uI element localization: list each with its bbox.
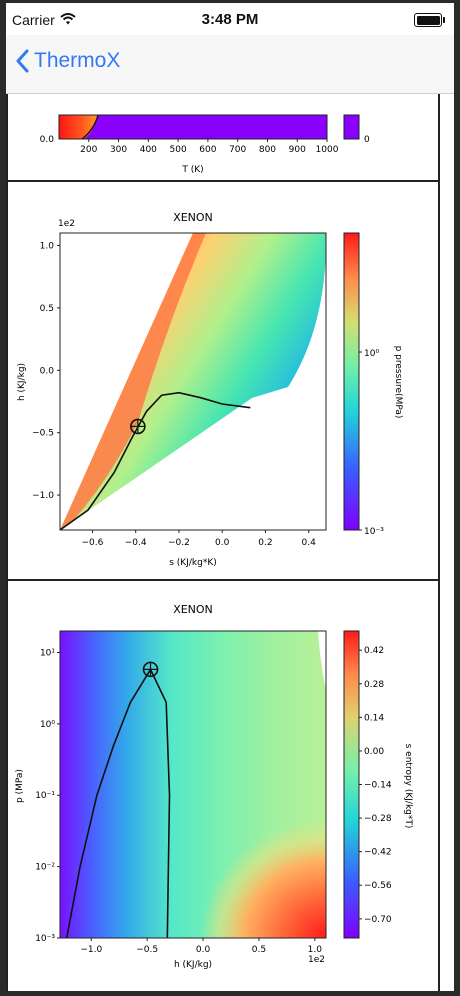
- temperature-plot-panel: 0.0 200 300 400 500 600 700 800 900 1000 T (K) 0: [6, 94, 440, 182]
- navigation-bar: ThermoX: [6, 35, 454, 94]
- x-tick-label: 400: [140, 145, 157, 155]
- temperature-plot-area: [59, 115, 327, 139]
- x-axis-label: s (KJ/kg*K): [169, 558, 217, 568]
- x-tick-label: 1.0: [308, 945, 323, 955]
- wifi-icon: [60, 12, 76, 30]
- x-tick-label: −0.4: [125, 538, 147, 548]
- x-axis-label: h (KJ/kg): [174, 960, 212, 970]
- ph-plot-area: [59, 630, 327, 939]
- x-tick-label: 800: [259, 145, 276, 155]
- x-axis-ticks: −0.6 −0.4 −0.2 0.0 0.2 0.4: [82, 530, 317, 548]
- y-tick-label: 0.0: [40, 366, 55, 376]
- chart-title: XENON: [173, 211, 213, 224]
- chart-title: XENON: [173, 603, 213, 616]
- x-tick-label: 300: [110, 145, 127, 155]
- hs-liquid-region: [60, 233, 206, 530]
- divider: [6, 180, 436, 182]
- y-tick-label: 10⁻¹: [35, 791, 55, 801]
- divider: [6, 579, 436, 581]
- colorbar-label: p pressure(MPa): [393, 346, 403, 419]
- colorbar-tick-label: 0.42: [364, 646, 384, 656]
- colorbar-tick-label: −0.14: [364, 781, 392, 791]
- y-tick-label: 1.0: [40, 241, 55, 251]
- x-tick-label: −1.0: [80, 945, 102, 955]
- x-tick-label: 0.0: [215, 538, 230, 548]
- x-tick-label: 0.0: [196, 945, 211, 955]
- scroll-content[interactable]: 0.0 200 300 400 500 600 700 800 900 1000 T (K) 0: [6, 94, 454, 991]
- y-axis-ticks: 1.0 0.5 0.0 −0.5 −1.0: [32, 241, 60, 501]
- y-tick-label: −0.5: [32, 429, 54, 439]
- colorbar-tick-label: −0.56: [364, 881, 392, 891]
- y-tick-label: 0.0: [40, 135, 55, 145]
- phone-screen: Carrier 3:48 PM ThermoX: [6, 3, 454, 991]
- x-tick-label: −0.2: [168, 538, 190, 548]
- y-tick-label: 10⁰: [40, 720, 55, 730]
- x-axis-ticks: −1.0 −0.5 0.0 0.5 1.0: [80, 938, 322, 955]
- y-tick-label: −1.0: [32, 491, 54, 501]
- x-offset-label: 1e2: [308, 955, 325, 965]
- colorbar-tick-label: 0: [364, 135, 370, 145]
- x-tick-label: −0.6: [82, 538, 104, 548]
- colorbar-tick-label: −0.42: [364, 848, 392, 858]
- y-axis-ticks: 10¹ 10⁰ 10⁻¹ 10⁻² 10⁻³: [35, 648, 60, 944]
- y-tick-label: 10⁻³: [35, 934, 55, 944]
- colorbar: [343, 114, 360, 140]
- back-button-label: ThermoX: [34, 49, 121, 72]
- colorbar-tick-label: 10⁻³: [364, 527, 384, 537]
- colorbar-ticks: 0.42 0.28 0.14 0.00 −0.14 −0.28 −0.42 −0.56 −0.7…: [359, 646, 392, 925]
- ph-supercritical-edge: [318, 631, 326, 691]
- status-bar: Carrier 3:48 PM: [6, 3, 454, 35]
- clock: 3:48 PM: [201, 11, 259, 28]
- ph-hot-region: [158, 781, 326, 938]
- back-button[interactable]: ThermoX: [16, 49, 120, 73]
- x-tick-label: 500: [170, 145, 187, 155]
- x-tick-label: 0.2: [258, 538, 272, 548]
- x-tick-label: 0.4: [302, 538, 317, 548]
- y-axis-label: p (MPa): [15, 769, 25, 803]
- chevron-left-icon: [16, 49, 29, 73]
- colorbar-tick-label: −0.28: [364, 814, 392, 824]
- colorbar-tick-label: 0.14: [364, 713, 384, 723]
- saturation-dome-curve: [59, 391, 251, 531]
- x-tick-label: 600: [199, 145, 216, 155]
- x-axis-ticks: 200 300 400 500 600 700 800 900 1000: [80, 139, 339, 155]
- x-tick-label: 900: [289, 145, 306, 155]
- x-axis-label: T (K): [181, 165, 203, 175]
- y-tick-label: 10¹: [40, 648, 55, 658]
- y-tick-label: 10⁻²: [35, 863, 55, 873]
- hs-plot-area: [59, 232, 327, 531]
- y-tick-label: 0.5: [40, 304, 54, 314]
- saturation-dome-curve: [65, 667, 171, 939]
- ph-chart-panel: XENON −1.0 −0.5 0.0 0.5 1.0 10¹ 10⁰ 10⁻¹ 10⁻² 10…: [6, 581, 440, 991]
- y-axis-label: h (KJ/kg): [17, 363, 27, 401]
- colorbar-label: s entropy (KJ/kg*T): [403, 744, 413, 829]
- colorbar: [343, 232, 360, 531]
- battery-icon: [414, 13, 445, 27]
- colorbar-tick-label: 0.28: [364, 680, 384, 690]
- x-tick-label: 1000: [316, 145, 339, 155]
- temperature-plot-curve: [81, 114, 99, 140]
- hs-state-region: [60, 233, 326, 530]
- x-tick-label: 0.5: [252, 945, 266, 955]
- carrier-label: Carrier: [12, 12, 55, 28]
- hs-chart-panel: XENON 1e2 −0.6 −0.4 −0.2 0.0 0.2 0.4 1.0 0.5 0.…: [6, 182, 440, 581]
- colorbar-tick-label: 0.00: [364, 747, 384, 757]
- x-tick-label: 200: [80, 145, 97, 155]
- colorbar-tick-label: 10⁰: [364, 349, 379, 359]
- colorbar: [343, 630, 360, 939]
- y-offset-label: 1e2: [58, 219, 75, 229]
- x-tick-label: −0.5: [136, 945, 158, 955]
- x-tick-label: 700: [229, 145, 246, 155]
- colorbar-tick-label: −0.70: [364, 915, 392, 925]
